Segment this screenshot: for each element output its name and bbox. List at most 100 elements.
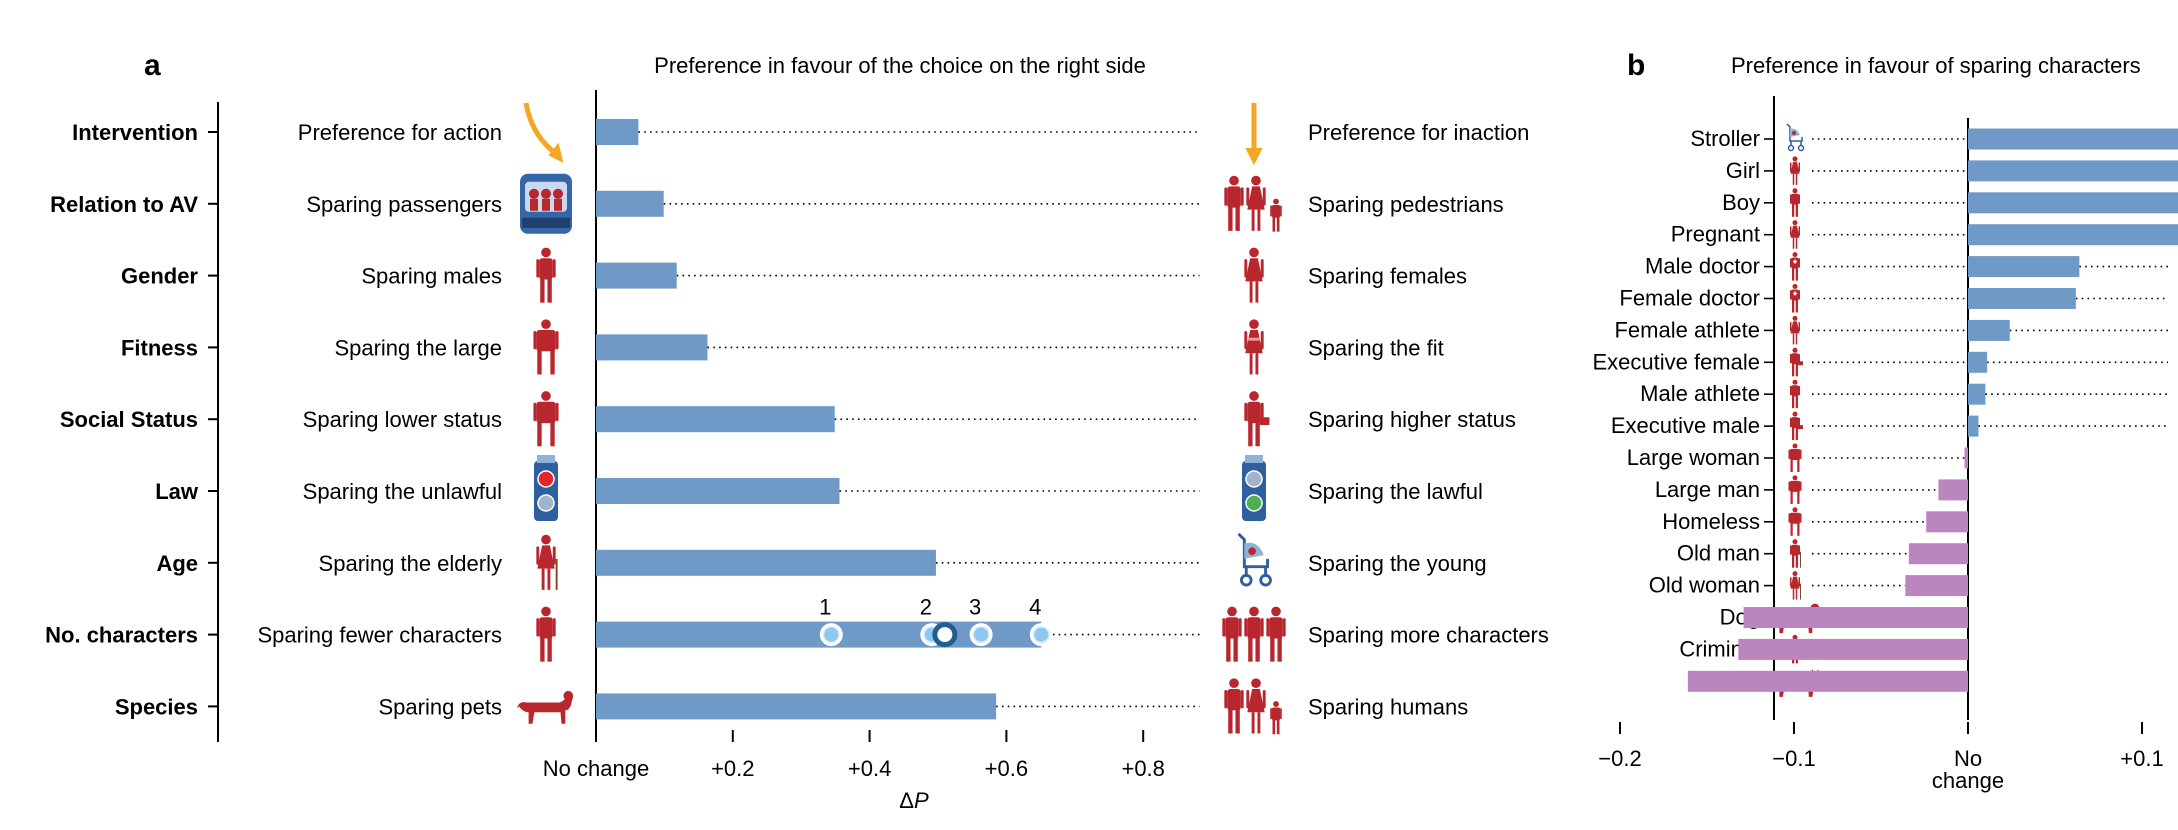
panel-b-category-label: Female doctor [1619, 286, 1760, 311]
panel-b-bar [1738, 638, 1968, 660]
panel-a-left-label: Sparing males [361, 264, 502, 289]
panel-b-plot: Stroller Girl Boy Pregnant Male doctor Female… [1592, 96, 2178, 793]
old-woman-icon [536, 534, 558, 590]
panel-a-category-label: Law [155, 479, 199, 504]
large-man-icon [1788, 475, 1802, 504]
panel-a-marker-core [1034, 627, 1049, 642]
panel-a-x-tick-label: +0.6 [985, 756, 1028, 781]
large-man-icon [533, 319, 559, 375]
panel-b-bar [1905, 575, 1968, 597]
panel-a-mean-marker [932, 622, 958, 648]
dog-icon [517, 690, 574, 724]
panel-a-left-label: Preference for action [298, 120, 502, 145]
family-icon [1224, 678, 1282, 735]
panel-a-left-label: Sparing passengers [306, 192, 502, 217]
panel-a-category-label: Fitness [121, 335, 198, 360]
three-people-icon [1222, 606, 1286, 662]
panel-a-category-label: Species [115, 694, 198, 719]
executive-icon [1244, 391, 1270, 447]
panel-a-bar [596, 693, 997, 720]
homeless-man-icon [533, 391, 559, 447]
panel-a-right-label: Sparing higher status [1308, 407, 1516, 432]
panel-a-bar [596, 549, 936, 576]
panel-b-x-tick-label-extra: change [1932, 768, 2004, 793]
large-woman-icon [1788, 443, 1802, 472]
panel-b-x-tick-label: No [1954, 746, 1982, 771]
panel-b-letter: b [1627, 49, 1645, 82]
panel-a-bar [596, 262, 677, 289]
panel-a-letter: a [144, 49, 161, 82]
panel-b-x-tick-label: +0.1 [2120, 746, 2163, 771]
panel-b-category-label: Large man [1655, 477, 1760, 502]
red-light-icon [534, 455, 558, 521]
panel-b-x-tick-label: −0.2 [1598, 746, 1641, 771]
panel-a-bar [596, 406, 835, 433]
homeless-icon [1788, 507, 1802, 536]
panel-a-marker-label: 1 [819, 595, 831, 620]
panel-b-bar [1938, 479, 1968, 501]
panel-a-right-label: Sparing humans [1308, 694, 1468, 719]
panel-b-category-label: Female athlete [1614, 317, 1760, 342]
panel-a-bar [596, 621, 1042, 648]
panel-b-bar [1968, 319, 2010, 341]
panel-a-left-label: Sparing fewer characters [257, 623, 502, 648]
boy-icon [1790, 188, 1800, 217]
panel-b-title: Preference in favour of sparing characte… [1731, 53, 2141, 78]
panel-a-left-label: Sparing lower status [303, 407, 502, 432]
panel-a-right-label: Preference for inaction [1308, 120, 1529, 145]
panel-a-left-label: Sparing the unlawful [303, 479, 502, 504]
panel-b-bar [1908, 543, 1968, 565]
panel-a-category-label: Age [156, 551, 198, 576]
panel-b-category-label: Old woman [1649, 573, 1760, 598]
panel-a-bar [596, 334, 708, 361]
panel-b-category-label: Old man [1677, 541, 1760, 566]
panel-b-category-label: Executive male [1611, 413, 1760, 438]
panel-a-left-label: Sparing the large [334, 335, 502, 360]
panel-a-bar [596, 478, 840, 504]
panel-b-category-label: Boy [1722, 190, 1760, 215]
male-athlete-icon [1790, 379, 1800, 409]
panel-a-marker-label: 2 [920, 595, 932, 620]
panel-a-category-label: Intervention [72, 120, 198, 145]
panel-a-left-label: Sparing pets [378, 694, 502, 719]
panel-b-bar [1968, 160, 2178, 182]
panel-a-x-tick-label: +0.8 [1121, 756, 1164, 781]
panel-b-category-label: Girl [1726, 158, 1760, 183]
panel-b-x-tick-label: −0.1 [1772, 746, 1815, 771]
old-woman-icon [1790, 571, 1801, 600]
panel-a-right-label: Sparing females [1308, 264, 1467, 289]
pregnant-icon [1790, 220, 1800, 249]
panel-a-title: Preference in favour of the choice on th… [654, 53, 1146, 78]
panel-a-xlabel: ΔP [899, 788, 929, 813]
female-athlete-icon [1790, 315, 1800, 345]
panel-a-plot: Intervention Preference for action Prefere… [45, 90, 1549, 781]
panel-b-bar [1968, 256, 2080, 278]
panel-a-x-tick-label: +0.2 [711, 756, 754, 781]
green-light-icon [1242, 455, 1266, 521]
panel-a-right-label: Sparing pedestrians [1308, 192, 1504, 217]
panel-a-marker-core [974, 627, 989, 642]
panel-a-left-label: Sparing the elderly [319, 551, 502, 576]
car-passengers-icon [520, 173, 572, 234]
athlete-icon [1244, 319, 1264, 375]
panel-a-marker-label: 3 [969, 595, 981, 620]
panel-a-category-label: Social Status [60, 407, 198, 432]
panel-a-category-label: Relation to AV [50, 192, 198, 217]
old-man-icon [1790, 539, 1801, 568]
man-icon [536, 606, 556, 662]
male-doctor-icon [1790, 252, 1800, 281]
panel-b-bar [1743, 607, 1968, 628]
panel-a-right-label: Sparing the lawful [1308, 479, 1483, 504]
panel-b-category-label: Executive female [1592, 349, 1760, 374]
panel-a-category-label: No. characters [45, 623, 198, 648]
panel-a-x-tick-label: +0.4 [848, 756, 891, 781]
panel-a-right-label: Sparing the fit [1308, 335, 1444, 360]
panel-a-right-label: Sparing the young [1308, 551, 1487, 576]
man-icon [536, 247, 556, 303]
panel-b-category-label: Large woman [1627, 445, 1760, 470]
straight-arrow-icon [1245, 103, 1263, 166]
panel-b-bar [1968, 288, 2076, 309]
stroller-icon [1786, 123, 1805, 152]
executive-male-icon [1790, 411, 1803, 441]
